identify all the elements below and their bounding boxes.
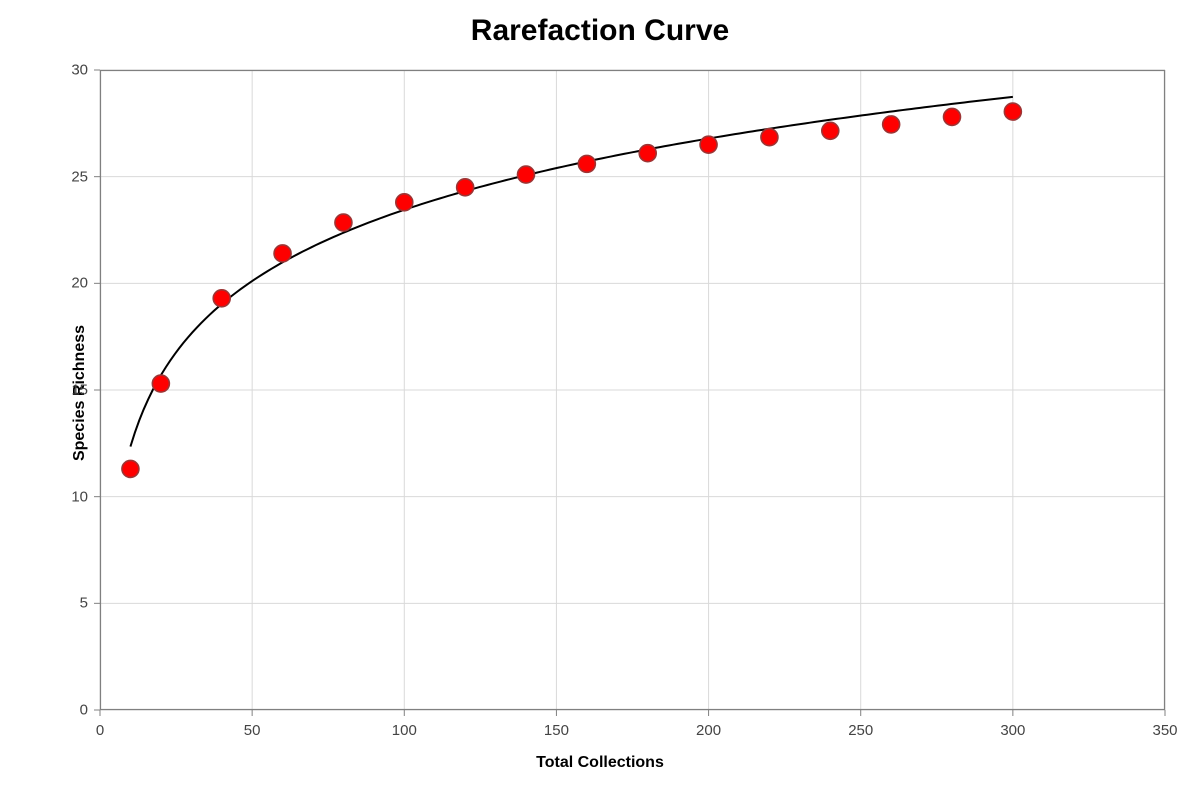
x-tick-label: 0 xyxy=(96,722,104,739)
data-point xyxy=(396,194,413,211)
trendline xyxy=(130,97,1012,447)
y-tick-label: 0 xyxy=(80,702,88,719)
data-point xyxy=(761,129,778,146)
data-point xyxy=(639,145,656,162)
x-axis-label: Total Collections xyxy=(0,754,1200,772)
x-tick-label: 200 xyxy=(696,722,721,739)
chart-container: Rarefaction Curve Species Richness Total… xyxy=(0,0,1200,786)
data-point xyxy=(700,136,717,153)
plot-area: 050100150200250300350051015202530 xyxy=(100,70,1165,710)
x-tick-label: 100 xyxy=(392,722,417,739)
x-tick-label: 150 xyxy=(544,722,569,739)
data-point xyxy=(883,116,900,133)
data-point xyxy=(822,122,839,139)
x-tick-label: 250 xyxy=(848,722,873,739)
x-tick-label: 50 xyxy=(244,722,261,739)
y-tick-label: 30 xyxy=(71,62,88,79)
data-point xyxy=(335,214,352,231)
y-tick-label: 10 xyxy=(71,488,88,505)
plot-svg xyxy=(100,70,1165,710)
x-tick-label: 300 xyxy=(1000,722,1025,739)
data-point xyxy=(213,290,230,307)
data-point xyxy=(578,155,595,172)
data-point xyxy=(274,245,291,262)
y-tick-label: 5 xyxy=(80,595,88,612)
data-point xyxy=(457,179,474,196)
data-point xyxy=(518,166,535,183)
data-point xyxy=(944,108,961,125)
data-point xyxy=(1004,103,1021,120)
y-tick-label: 20 xyxy=(71,275,88,292)
chart-title: Rarefaction Curve xyxy=(0,14,1200,48)
data-point xyxy=(122,460,139,477)
y-tick-label: 25 xyxy=(71,168,88,185)
y-tick-label: 15 xyxy=(71,382,88,399)
data-point xyxy=(152,375,169,392)
x-tick-label: 350 xyxy=(1152,722,1177,739)
